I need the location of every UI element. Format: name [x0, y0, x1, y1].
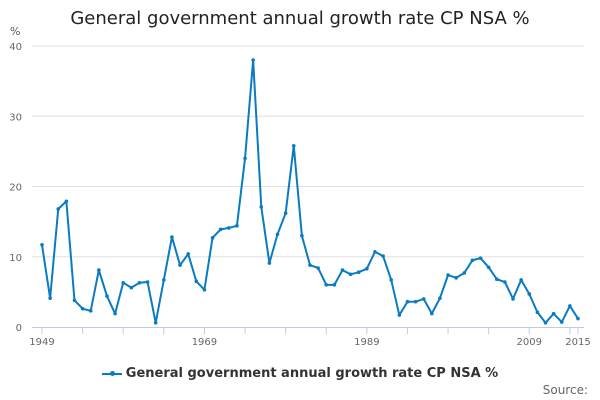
- y-tick-label: 30: [9, 112, 22, 123]
- legend-swatch-icon: [101, 370, 122, 376]
- data-point: [235, 224, 239, 228]
- data-point: [389, 278, 394, 282]
- data-point: [340, 268, 345, 272]
- data-point: [332, 283, 337, 287]
- data-point: [113, 311, 117, 316]
- legend[interactable]: General government annual growth rate CP…: [0, 366, 600, 381]
- data-point: [430, 311, 434, 316]
- data-point: [121, 280, 126, 285]
- y-tick-label: 0: [16, 323, 22, 334]
- data-point: [153, 320, 158, 325]
- source-label: Source:: [542, 383, 588, 397]
- data-point: [243, 156, 247, 161]
- data-point: [405, 299, 410, 304]
- data-point: [519, 278, 523, 282]
- data-point: [413, 299, 418, 304]
- data-point: [551, 311, 556, 316]
- data-point: [462, 271, 467, 275]
- data-point: [97, 268, 101, 272]
- data-point: [470, 258, 475, 263]
- data-point: [267, 261, 272, 265]
- data-point: [80, 306, 85, 311]
- data-point: [559, 320, 564, 324]
- data-point: [178, 263, 182, 267]
- data-point: [194, 279, 199, 284]
- data-point: [218, 227, 223, 232]
- data-point: [543, 320, 548, 325]
- data-point: [576, 316, 580, 321]
- data-point: [210, 235, 215, 240]
- data-point: [105, 294, 109, 298]
- data-point: [129, 285, 134, 290]
- chart-title: General government annual growth rate CP…: [70, 8, 530, 29]
- legend-label: General government annual growth rate CP…: [125, 366, 499, 381]
- data-point: [226, 226, 231, 230]
- y-tick-label: 20: [9, 183, 22, 194]
- data-point: [137, 280, 142, 285]
- data-point: [251, 58, 255, 62]
- x-tick-label: 1989: [354, 337, 379, 348]
- data-point: [503, 280, 507, 284]
- data-point: [438, 296, 442, 300]
- x-tick-label: 1949: [29, 337, 54, 348]
- data-point: [397, 313, 402, 317]
- data-point: [283, 211, 288, 215]
- data-point: [259, 205, 264, 209]
- data-point: [88, 309, 93, 313]
- data-point: [308, 263, 312, 267]
- data-point: [186, 252, 190, 256]
- x-tick-label: 2009: [517, 337, 542, 348]
- data-point: [454, 276, 458, 280]
- x-tick-label: 2015: [565, 337, 590, 348]
- x-tick-label: 1969: [192, 337, 217, 348]
- data-point: [162, 278, 166, 282]
- data-point: [64, 199, 69, 204]
- data-point: [316, 266, 320, 270]
- data-point: [568, 304, 572, 308]
- data-point: [145, 280, 150, 284]
- data-point: [324, 283, 329, 287]
- data-point: [348, 272, 353, 277]
- data-point: [170, 235, 174, 239]
- data-point: [527, 292, 532, 296]
- data-point: [535, 310, 540, 315]
- data-point: [365, 266, 369, 271]
- data-point: [202, 287, 207, 292]
- data-point: [40, 243, 44, 247]
- data-point: [275, 232, 280, 237]
- data-point: [72, 298, 77, 303]
- data-point: [446, 273, 450, 277]
- data-point: [494, 277, 499, 282]
- data-point: [373, 250, 377, 254]
- data-point: [421, 297, 426, 301]
- data-point: [56, 207, 61, 211]
- data-point: [381, 254, 385, 258]
- data-point: [356, 270, 361, 275]
- data-point: [300, 233, 304, 238]
- y-tick-label: 40: [9, 42, 22, 53]
- y-tick-label: 10: [9, 253, 22, 264]
- data-point: [511, 297, 515, 301]
- data-point: [486, 265, 491, 270]
- data-point: [291, 143, 296, 148]
- data-point: [478, 256, 483, 260]
- y-axis-unit-label: %: [10, 25, 21, 38]
- data-point: [48, 296, 52, 300]
